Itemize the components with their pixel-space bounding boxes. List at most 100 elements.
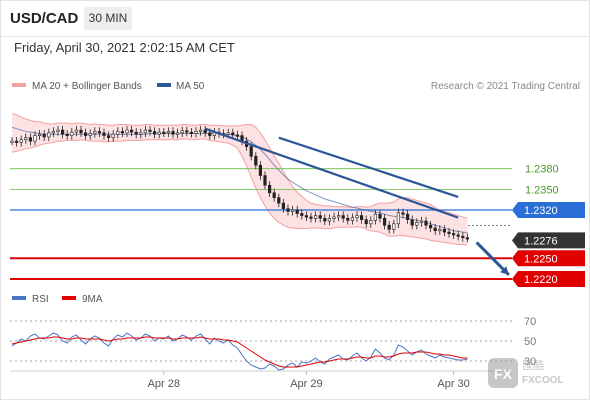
candle-body <box>231 132 235 136</box>
candle-body <box>88 133 92 136</box>
candle-body <box>134 131 138 135</box>
candle-body <box>309 216 313 219</box>
bb-legend-swatch <box>12 83 26 87</box>
rsi-legend-label: RSI <box>32 294 49 305</box>
symbol-title: USD/CAD <box>10 10 79 27</box>
candle-body <box>139 132 143 135</box>
candle-body <box>143 129 148 134</box>
candle-body <box>125 129 129 134</box>
candle-body <box>405 213 410 220</box>
rsi-ma-legend-label: 9MA <box>82 294 103 305</box>
target-label: 1.2350 <box>525 184 559 196</box>
candle-body <box>107 135 111 138</box>
candle-body <box>350 217 355 221</box>
support-tag <box>512 270 585 287</box>
candle-body <box>364 219 368 225</box>
candle-body <box>111 133 115 138</box>
candle-body <box>396 212 401 225</box>
indicator-lines <box>11 126 468 234</box>
timeframe-button[interactable]: 30 MIN <box>84 7 132 30</box>
candle-body <box>102 132 106 136</box>
candle-body <box>148 129 152 132</box>
level-tags: 1.2380 1.2350 1.2320 1.2276 1.2250 1.2220 <box>512 164 585 287</box>
candle-body <box>70 131 74 136</box>
candle-body <box>456 234 460 237</box>
bb-area <box>12 113 468 246</box>
support-label: 1.2220 <box>524 274 558 286</box>
candle-body <box>382 218 387 226</box>
trend-line <box>278 136 459 198</box>
candle-body <box>286 208 290 212</box>
x-tick-label: Apr 30 <box>437 378 469 390</box>
candle-body <box>254 155 258 166</box>
candle-body <box>300 213 304 216</box>
bb-upper-line <box>11 113 468 219</box>
candle-body <box>171 131 175 135</box>
candle-body <box>84 132 88 136</box>
bb-legend-label: MA 20 + Bollinger Bands <box>32 81 142 92</box>
candle-body <box>290 209 295 212</box>
candle-body <box>415 222 419 226</box>
candle-body <box>359 215 364 220</box>
candle-body <box>56 129 60 132</box>
candle-body <box>176 132 180 135</box>
pivot-label: 1.2276 <box>524 235 558 247</box>
candle-body <box>355 215 359 218</box>
candle-body <box>130 129 134 133</box>
candle-body <box>401 212 405 215</box>
candle-body <box>189 131 194 134</box>
candle-body <box>433 227 437 232</box>
rsi-level-label: 70 <box>524 316 536 328</box>
candle-body <box>410 219 414 226</box>
candle-body <box>153 131 157 135</box>
target-label: 1.2380 <box>525 164 559 176</box>
candle-body <box>116 131 120 135</box>
candle-body <box>392 223 396 230</box>
candle-body <box>74 129 78 133</box>
candle-body <box>258 164 263 176</box>
candle-body <box>15 140 19 143</box>
candle-body <box>428 224 433 229</box>
price-candles <box>10 125 470 243</box>
candle-body <box>249 146 253 157</box>
trend-lines <box>204 127 510 276</box>
candle-body <box>341 215 345 219</box>
candle-body <box>60 129 65 135</box>
support-tag <box>512 250 585 267</box>
chart-header: USD/CAD 30 MIN <box>0 0 590 37</box>
rsi-level-label: 50 <box>524 336 536 348</box>
rsi-panel: 70 50 30 <box>10 316 536 371</box>
candle-body <box>162 131 166 134</box>
candle-body <box>28 137 33 142</box>
watermark-logo: FX 匯酷 FXCOOL <box>488 358 564 388</box>
candle-body <box>267 184 272 194</box>
candle-body <box>323 218 327 222</box>
candle-body <box>277 197 281 204</box>
pivot-tag <box>512 232 585 249</box>
x-tick-label: Apr 29 <box>290 378 322 390</box>
candle-body <box>203 129 207 134</box>
candle-body <box>180 130 184 134</box>
candle-body <box>313 215 318 219</box>
candle-body <box>33 135 37 142</box>
rsi-ma-line <box>11 336 468 368</box>
bb-lower-line <box>11 138 468 246</box>
watermark-brand: FXCOOL <box>522 375 564 386</box>
candle-body <box>93 131 97 134</box>
candle-body <box>304 215 309 218</box>
candle-body <box>263 175 267 186</box>
resistance-tag <box>512 202 585 219</box>
candle-body <box>461 235 465 239</box>
candle-body <box>166 131 171 134</box>
candle-body <box>295 209 299 214</box>
rsi-line <box>11 332 468 371</box>
candle-body <box>442 229 447 233</box>
candle-body <box>199 129 203 132</box>
candle-body <box>10 140 14 143</box>
bollinger-band <box>11 113 468 246</box>
candle-body <box>51 131 55 134</box>
candle-body <box>37 133 42 136</box>
support-label: 1.2250 <box>524 253 558 265</box>
